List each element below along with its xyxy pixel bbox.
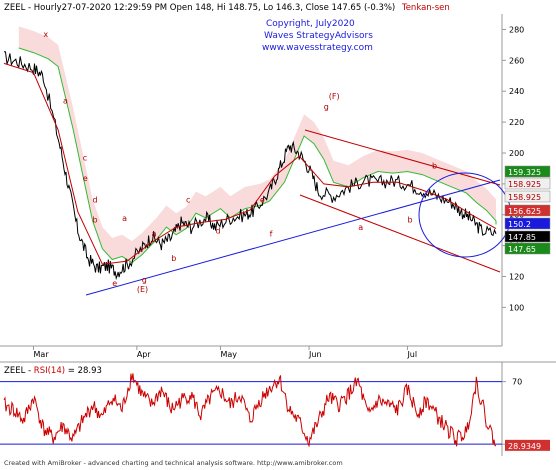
price-ytick-label: 220 bbox=[509, 118, 524, 127]
wave-label: g bbox=[142, 276, 147, 285]
wave-label: a bbox=[358, 223, 363, 232]
copyright-line2: Waves StrategyAdvisors bbox=[264, 31, 373, 41]
wave-label: c bbox=[83, 154, 87, 163]
price-tag-value: 158.925 bbox=[508, 180, 541, 189]
rsi-last-tag: 28.9349 bbox=[505, 439, 550, 451]
channel-upper-line bbox=[304, 129, 501, 186]
wave-label: c bbox=[186, 195, 190, 204]
price-tag-box bbox=[504, 190, 551, 203]
price-ytick-label: 120 bbox=[509, 273, 524, 282]
price-xticks: Mar Apr May Jun Jul bbox=[33, 346, 417, 359]
wave-label: e bbox=[260, 195, 265, 204]
header-symbol: ZEEL bbox=[4, 3, 26, 13]
price-tag-box bbox=[504, 230, 551, 243]
channel-lower-line bbox=[299, 194, 501, 273]
price-tag-value: 150.2 bbox=[508, 220, 531, 229]
footer-credit: Created with AmiBroker - advanced charti… bbox=[4, 459, 343, 467]
rsi-line bbox=[3, 373, 497, 448]
price-ytick-label: 280 bbox=[509, 25, 524, 34]
price-tag-value: 147.65 bbox=[508, 245, 536, 254]
price-tag-value: 147.85 bbox=[508, 233, 536, 242]
rsi-ytick-label: 70 bbox=[512, 378, 522, 387]
price-ytick-label: 200 bbox=[509, 149, 524, 158]
price-tag-value: 159.325 bbox=[508, 168, 541, 177]
cloud-band bbox=[18, 26, 497, 263]
rsi-header-value: = 28.93 bbox=[65, 366, 102, 376]
wave-label: g bbox=[324, 103, 329, 112]
wave-label: d bbox=[216, 226, 221, 235]
price-tag-box bbox=[504, 177, 551, 190]
price-xtick-label: Jul bbox=[406, 350, 417, 359]
copyright-line3: www.wavesstrategy.com bbox=[262, 43, 373, 53]
close-price-line bbox=[3, 51, 497, 281]
wave-label: (F) bbox=[329, 92, 340, 101]
wave-label: b bbox=[432, 161, 437, 170]
wave-label: e bbox=[83, 174, 88, 183]
price-xtick-label: Mar bbox=[34, 350, 50, 359]
rsi-header: ZEEL - RSI(14) = 28.93 bbox=[4, 366, 102, 376]
wave-label: d bbox=[93, 195, 98, 204]
rsi-header-name: RSI(14) bbox=[34, 366, 65, 376]
price-ytick-label: 240 bbox=[509, 87, 524, 96]
wave-label: f bbox=[270, 229, 273, 238]
rsi-tag-box bbox=[505, 439, 550, 451]
price-tag-box bbox=[504, 217, 551, 230]
wave-label: b bbox=[407, 215, 412, 224]
rsi-header-sep: - bbox=[25, 366, 33, 376]
wave-label: a bbox=[63, 97, 68, 106]
rsi-pane: 3070 28.9349 ZEEL - RSI(14) = 28.93 bbox=[0, 361, 556, 456]
price-xtick-label: Jun bbox=[308, 350, 322, 359]
price-tag-box bbox=[504, 242, 551, 255]
wave-label: e bbox=[112, 279, 117, 288]
header-info: - Hourly27-07-2020 12:29:59 PM Open 148,… bbox=[25, 3, 395, 13]
wave-label: a bbox=[152, 229, 157, 238]
rsi-tag-value: 28.9349 bbox=[508, 442, 541, 451]
tenkan-sen-line bbox=[3, 62, 497, 265]
header-indicator: Tenkan-sen bbox=[401, 3, 450, 13]
price-xtick-label: Apr bbox=[137, 350, 152, 359]
wave-label: a bbox=[122, 214, 127, 223]
price-ytick-label: 260 bbox=[509, 56, 524, 65]
wave-label: (E) bbox=[137, 285, 148, 294]
ichimoku-cloud bbox=[18, 26, 497, 263]
chart-header: ZEEL - Hourly27-07-2020 12:29:59 PM Open… bbox=[4, 3, 450, 13]
wave-label: b bbox=[93, 215, 98, 224]
price-xtick-label: May bbox=[220, 350, 237, 359]
price-pane: 100120140160180200220240260280 MarAprMay… bbox=[0, 14, 551, 359]
rsi-yticks: 3070 bbox=[502, 378, 522, 449]
wave-label: x bbox=[43, 30, 48, 39]
price-ytick-label: 100 bbox=[509, 303, 524, 312]
price-tag-value: 158.925 bbox=[508, 193, 541, 202]
price-tag-value: 156.625 bbox=[508, 207, 541, 216]
price-tags: 159.325 158.925 158.925 156.625 150.2 147.85 1… bbox=[504, 165, 551, 255]
copyright-line1: Copyright, July2020 bbox=[266, 19, 355, 29]
trendline-support bbox=[85, 179, 501, 296]
rsi-header-symbol: ZEEL bbox=[4, 366, 26, 376]
price-tag-box bbox=[504, 165, 551, 178]
price-tag-box bbox=[504, 204, 551, 217]
wave-label: b bbox=[171, 254, 176, 263]
